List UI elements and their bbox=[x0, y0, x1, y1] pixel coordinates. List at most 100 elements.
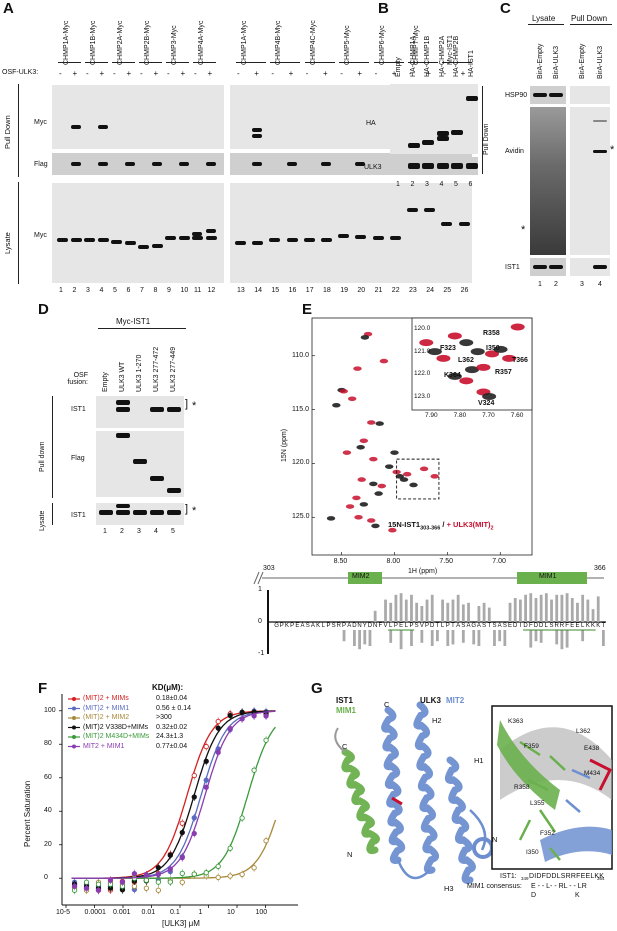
lane-number: 22 bbox=[391, 287, 400, 294]
nmr-peak bbox=[409, 482, 418, 488]
sequence-letter: L bbox=[322, 623, 326, 629]
side-chain bbox=[527, 778, 549, 792]
construct-rule bbox=[236, 62, 266, 63]
group-pulldown-rule bbox=[570, 24, 612, 25]
bar-up bbox=[591, 609, 595, 622]
nmr-peak bbox=[339, 388, 348, 394]
panel-d-bracket-lys bbox=[52, 503, 53, 525]
sequence-letter: L bbox=[545, 623, 549, 629]
construct-label: CHMP3-Myc bbox=[171, 25, 178, 65]
ist1-band bbox=[150, 407, 164, 412]
y-tick-label: 80 bbox=[44, 740, 52, 748]
data-point bbox=[167, 866, 173, 872]
x-tick-label: 0.0001 bbox=[84, 909, 106, 916]
sequence-letter: D bbox=[368, 623, 373, 629]
plus-minus-mark: - bbox=[271, 69, 275, 78]
helix-turn bbox=[472, 837, 494, 859]
lysate-band bbox=[150, 510, 164, 515]
plus-minus-mark: + bbox=[180, 69, 186, 78]
data-point bbox=[95, 881, 102, 887]
ha-band bbox=[436, 131, 449, 136]
data-point bbox=[71, 885, 78, 891]
caption-sub2: 2 bbox=[490, 525, 494, 532]
x-tick-label: 8.50 bbox=[333, 558, 348, 565]
consensus-label: MIM1 consensus: bbox=[467, 883, 522, 890]
data-point bbox=[179, 854, 185, 861]
mit2-label: MIT2 bbox=[446, 696, 465, 705]
osf-fusion-label: OSF fusion: bbox=[67, 372, 88, 386]
data-point bbox=[119, 885, 126, 891]
data-point bbox=[95, 885, 102, 891]
data-point bbox=[95, 883, 102, 889]
helix-label: C bbox=[384, 700, 390, 709]
fit-curve bbox=[71, 819, 277, 879]
sequence-letter: D bbox=[513, 623, 518, 629]
ist1-band bbox=[593, 265, 607, 269]
peak-label: F323 bbox=[440, 345, 456, 352]
data-point bbox=[191, 871, 197, 877]
flag-band bbox=[150, 476, 164, 481]
lane-number: 2 bbox=[72, 287, 77, 294]
construct-rule bbox=[304, 62, 335, 63]
blot-myc-label: Myc bbox=[34, 119, 47, 126]
data-point bbox=[251, 713, 257, 719]
caption-sep: / bbox=[440, 520, 447, 529]
blot-ist1-label: IST1 bbox=[505, 264, 520, 271]
lysate-band bbox=[167, 510, 181, 515]
plus-minus-mark: - bbox=[374, 69, 378, 78]
ulk3-band bbox=[407, 163, 420, 169]
lane-number: 4 bbox=[598, 281, 602, 288]
inset-peak bbox=[470, 348, 485, 356]
data-point bbox=[155, 864, 161, 871]
gel-c-hsp90-lysate bbox=[530, 86, 566, 104]
lane-number: 21 bbox=[374, 287, 383, 294]
section-bracket-pulldown bbox=[18, 84, 19, 177]
residue-label: K363 bbox=[508, 718, 524, 725]
lane-number: 24 bbox=[426, 287, 434, 294]
domain-end: 366 bbox=[594, 565, 606, 572]
data-point bbox=[83, 881, 90, 887]
panel-d-star2: * bbox=[192, 505, 197, 517]
nmr-peak bbox=[354, 514, 363, 520]
bar-y-tick: -1 bbox=[258, 650, 265, 657]
data-point bbox=[203, 873, 209, 879]
inset-peak bbox=[510, 323, 525, 331]
sequence-letter: K bbox=[316, 623, 320, 629]
nmr-peak bbox=[367, 518, 376, 523]
sequence-letter: T bbox=[451, 623, 455, 629]
panel-c-column-label: BirA-ULK3 bbox=[597, 45, 604, 79]
nmr-peak bbox=[356, 444, 365, 450]
helix-label: H3 bbox=[444, 884, 454, 893]
panel-d-blot-flag: Flag bbox=[71, 455, 85, 462]
lane-number: 10 bbox=[180, 287, 189, 294]
residue-label: L362 bbox=[576, 728, 591, 735]
legend-kd: 24.3±1.3 bbox=[156, 733, 184, 740]
bar-up bbox=[508, 602, 512, 622]
data-point bbox=[83, 879, 90, 885]
lane-number: 6 bbox=[468, 181, 473, 188]
nmr-peak bbox=[369, 456, 378, 462]
data-point bbox=[227, 725, 233, 732]
plus-minus-mark: - bbox=[340, 69, 343, 78]
x-tick-label: 0.001 bbox=[113, 909, 131, 916]
bar-up bbox=[420, 606, 424, 622]
nmr-peak bbox=[371, 523, 380, 529]
sequence-letter: P bbox=[425, 623, 429, 629]
caption-part: 15N-IST1 bbox=[388, 520, 421, 529]
sequence-letter: F bbox=[565, 623, 569, 629]
panel-b-column-label: HA-CHMP2B bbox=[453, 35, 460, 77]
bar-down bbox=[342, 630, 346, 642]
sequence-letter: T bbox=[602, 623, 606, 629]
legend-marker bbox=[72, 706, 76, 711]
bar-down bbox=[420, 630, 424, 643]
inset-peak bbox=[465, 366, 479, 374]
spectrum-caption: 15N-IST1303-366 / + ULK3(MIT)2 bbox=[388, 520, 494, 532]
data-point bbox=[143, 885, 150, 891]
panel-b-column-label: Empty bbox=[395, 57, 402, 77]
ulk3-band bbox=[451, 163, 463, 169]
blot-avidin-label: Avidin bbox=[505, 148, 524, 155]
data-point bbox=[191, 871, 197, 877]
panel-d-label: D bbox=[38, 301, 49, 318]
bar-down bbox=[358, 630, 361, 650]
lane-number: 1 bbox=[396, 181, 400, 188]
